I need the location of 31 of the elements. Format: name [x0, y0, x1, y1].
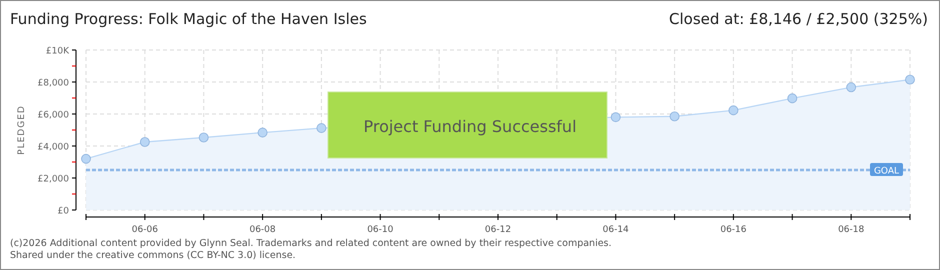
y-tick-label: £4,000 [38, 142, 70, 152]
x-tick-label: 06-18 [838, 225, 864, 235]
x-tick-label: 06-12 [484, 225, 512, 235]
point [670, 112, 680, 122]
y-tick-label: £6,000 [38, 110, 70, 120]
point [198, 132, 209, 142]
y-axis-title: PLEDGED [17, 105, 27, 155]
point [787, 93, 798, 104]
text: (c)2026 Additional content provided by Glynn Seal. Trademarks and related content are owned by their respective companies. [10, 238, 612, 249]
ref-line-label: GOAL [874, 166, 900, 176]
point [905, 74, 915, 84]
point [846, 82, 856, 92]
point [316, 123, 326, 133]
text: Shared under the creative commons (CC BY-NC 3.0) license. [10, 250, 296, 261]
x-tick-label: 06-16 [720, 225, 747, 235]
x-tick-label: 06-08 [249, 225, 276, 235]
point [610, 112, 621, 122]
annotation: Project Funding Successful [363, 117, 577, 136]
chart-title: Funding Progress: Folk Magic of the Haven Isles [10, 10, 367, 28]
y-tick-label: £0 [58, 206, 70, 216]
chart-subtitle: Closed at: £8,146 / £2,500 (325%) [669, 10, 928, 28]
point [728, 105, 738, 116]
x-tick-label: 06-06 [132, 225, 158, 235]
point [81, 154, 91, 164]
point [258, 128, 268, 138]
y-tick-label: £10K [46, 46, 70, 56]
x-tick-label: 06-14 [602, 225, 630, 235]
y-tick-label: £8,000 [38, 78, 70, 88]
y-tick-label: £2,000 [38, 174, 70, 184]
point [140, 137, 150, 147]
x-tick-label: 06-10 [367, 225, 394, 235]
